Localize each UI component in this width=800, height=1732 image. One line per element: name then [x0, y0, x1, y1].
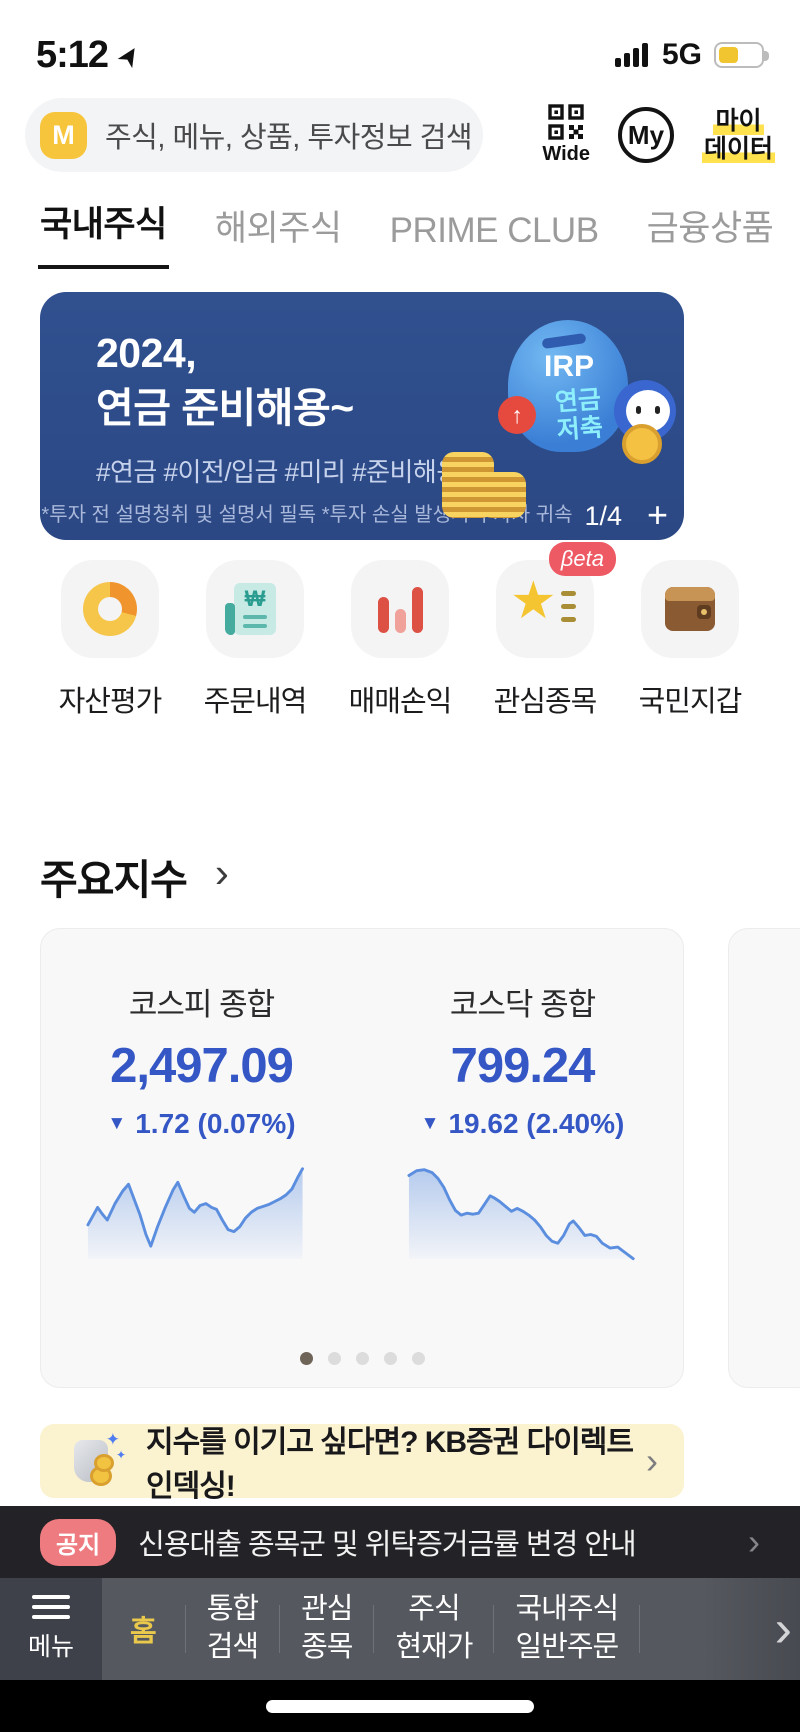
nav-scroll-chevron[interactable]: › — [774, 1600, 792, 1658]
menu-button[interactable]: 메뉴 — [0, 1578, 102, 1680]
money-bag-illustration: IRP 연금 저축 ↑ — [440, 308, 678, 526]
kosdaq-sparkline-chart — [406, 1168, 635, 1261]
qr-wide-button[interactable]: Wide — [542, 104, 590, 166]
search-input[interactable]: M 주식, 메뉴, 상품, 투자정보 검색 — [25, 98, 483, 172]
wallet-icon — [665, 587, 715, 631]
my-label: My — [627, 119, 665, 150]
carousel-dot[interactable] — [383, 1352, 397, 1365]
home-indicator[interactable] — [266, 1700, 534, 1713]
carousel-dot[interactable] — [299, 1352, 313, 1365]
index-change: ▼ 1.72 (0.07%) — [107, 1108, 296, 1139]
carousel-dot[interactable] — [355, 1352, 369, 1365]
nav-divider — [184, 1605, 186, 1653]
app-header: M 주식, 메뉴, 상품, 투자정보 검색 — [25, 96, 775, 174]
mydata-button[interactable]: 마이 데이터 — [701, 107, 775, 163]
m-logo-icon: M — [40, 111, 87, 159]
index-name: 코스닥 종합 — [449, 987, 596, 1022]
network-type: 5G — [661, 38, 702, 71]
chevron-right-icon: › — [214, 849, 229, 896]
quick-shortcuts: 자산평가 ₩ 주문내역 매매손익 βeta ★ 관심종목 국민지갑 — [58, 542, 742, 720]
banner-disclaimer: *투자 전 설명청취 및 설명서 필독 *투자 손실 발생시 투자자 귀속 — [41, 504, 573, 526]
down-triangle-icon: ▼ — [420, 1113, 440, 1134]
carousel-dot[interactable] — [327, 1352, 341, 1365]
tab-domestic-stocks[interactable]: 국내주식 — [38, 196, 169, 269]
irp-label: IRP — [543, 350, 594, 383]
tab-overseas-stocks[interactable]: 해외주식 — [214, 209, 342, 248]
kospi-index-panel[interactable]: 코스피 종합 2,497.09 ▼ 1.72 (0.07%) — [41, 929, 362, 1276]
indices-carousel-card[interactable]: 코스피 종합 2,497.09 ▼ 1.72 (0.07%) 코스닥 종합 79… — [40, 928, 684, 1388]
mascot-coin-icon — [622, 424, 662, 464]
pension-savings-label: 연금 저축 — [554, 385, 604, 445]
shortcut-watchlist[interactable]: βeta ★ 관심종목 — [493, 542, 616, 720]
wide-label: Wide — [542, 143, 590, 165]
direct-indexing-promo[interactable]: ✦ ✦ 지수를 이기고 싶다면? KB증권 다이렉트인덱싱! › — [40, 1424, 684, 1503]
bar-chart-icon — [377, 585, 423, 633]
notice-badge: 공지 — [40, 1518, 117, 1566]
tab-prime-club[interactable]: PRIME CLUB — [389, 211, 599, 250]
battery-icon — [714, 42, 769, 68]
pension-promo-banner[interactable]: 2024, 연금 준비해용~ #연금 #이전/입금 #미리 #준비해용~ *투자… — [40, 292, 684, 540]
section-title: 주요지수 — [40, 857, 188, 903]
my-page-button[interactable]: My — [617, 107, 674, 163]
shortcut-asset-evaluation[interactable]: 자산평가 — [58, 560, 162, 720]
banner-expand-button[interactable]: + — [646, 494, 668, 535]
nav-item-watchlist[interactable]: 관심 종목 — [301, 1593, 353, 1663]
search-placeholder: 주식, 메뉴, 상품, 투자정보 검색 — [105, 122, 473, 154]
hamburger-icon — [32, 1595, 70, 1619]
clock: 5:12 — [36, 33, 109, 76]
top-tab-bar: 국내주식 해외주식 PRIME CLUB 금융상품 — [38, 196, 800, 269]
down-triangle-icon: ▼ — [107, 1113, 127, 1134]
bottom-nav-bar: 메뉴 홈 통합 검색 관심 종목 주식 현재가 국내주식 일반주문 › — [0, 1578, 800, 1680]
chevron-right-icon: › — [646, 1440, 658, 1481]
shield-coins-icon: ✦ ✦ — [68, 1430, 126, 1490]
promo-text: 지수를 이기고 싶다면? KB증권 다이렉트인덱싱! — [146, 1426, 634, 1503]
nav-divider — [279, 1605, 281, 1653]
star-list-icon: ★ — [510, 572, 576, 635]
shortcut-trading-pnl[interactable]: 매매손익 — [348, 560, 452, 720]
index-value: 799.24 — [450, 1039, 596, 1093]
nav-fade-overlay — [704, 1578, 800, 1680]
banner-title: 2024, 연금 준비해용~ — [96, 330, 354, 431]
carousel-dot[interactable] — [411, 1352, 425, 1365]
beta-badge: βeta — [548, 542, 616, 576]
nav-item-stock-price[interactable]: 주식 현재가 — [395, 1593, 473, 1663]
index-name: 코스피 종합 — [128, 987, 275, 1022]
mydata-line2: 데이터 — [701, 135, 775, 163]
chevron-right-icon: › — [748, 1521, 760, 1562]
nav-divider — [493, 1605, 495, 1653]
nav-item-unified-search[interactable]: 통합 검색 — [206, 1593, 259, 1663]
nav-item-home[interactable]: 홈 — [130, 1616, 157, 1648]
nav-item-domestic-order[interactable]: 국내주식 일반주문 — [515, 1593, 619, 1663]
index-value: 2,497.09 — [110, 1039, 294, 1093]
carousel-dots[interactable] — [41, 1352, 683, 1365]
location-arrow-icon: ➤ — [110, 38, 148, 74]
shortcut-order-history[interactable]: ₩ 주문내역 — [203, 560, 307, 720]
next-carousel-card-peek[interactable] — [728, 928, 800, 1388]
nav-items-strip: 홈 통합 검색 관심 종목 주식 현재가 국내주식 일반주문 › — [102, 1578, 800, 1680]
receipt-icon: ₩ — [225, 583, 276, 635]
banner-hashtags: #연금 #이전/입금 #미리 #준비해용~ — [96, 457, 475, 487]
notice-text: 신용대출 종목군 및 위탁증거금률 변경 안내 — [138, 1529, 637, 1561]
mydata-line1: 마이 — [713, 107, 764, 135]
kosdaq-index-panel[interactable]: 코스닥 종합 799.24 ▼ 19.62 (2.40%) — [362, 929, 683, 1276]
home-indicator-area — [0, 1680, 800, 1732]
index-change: ▼ 19.62 (2.40%) — [420, 1108, 625, 1139]
qr-code-icon — [548, 104, 584, 140]
notice-bar[interactable]: 공지 신용대출 종목군 및 위탁증거금률 변경 안내 › — [0, 1506, 800, 1578]
nav-divider — [639, 1605, 641, 1653]
status-bar: 5:12 ➤ 5G — [0, 24, 800, 86]
donut-chart-icon — [83, 582, 137, 636]
tab-financial-products[interactable]: 금융상품 — [646, 209, 774, 248]
banner-page-indicator: 1/4 — [584, 501, 622, 531]
major-indices-header[interactable]: 주요지수 › — [40, 846, 229, 906]
shortcut-kookmin-wallet[interactable]: 국민지갑 — [638, 560, 742, 720]
signal-strength-icon — [614, 43, 648, 67]
up-arrow-icon: ↑ — [498, 396, 536, 434]
coin-stack-icon — [480, 472, 526, 518]
nav-divider — [373, 1605, 375, 1653]
kospi-sparkline-chart — [85, 1167, 304, 1259]
